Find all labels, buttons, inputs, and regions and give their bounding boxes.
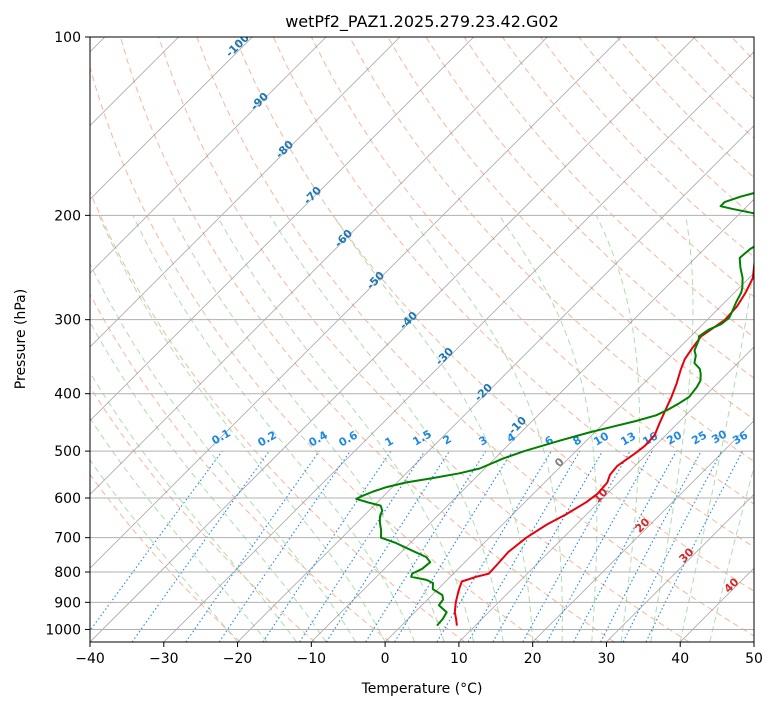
y-tick-label: 900 [54, 595, 81, 611]
x-tick-label: −30 [149, 651, 179, 667]
mixing-ratio-line [546, 450, 653, 642]
dry-adiabat-line [90, 65, 540, 642]
y-tick-label: 700 [54, 531, 81, 547]
isotherm-line [90, 37, 622, 569]
x-tick-label: 30 [598, 651, 616, 667]
moist-adiabat-line [98, 215, 386, 642]
mixing-ratio-line [131, 450, 270, 642]
series-layer [355, 192, 754, 627]
mixing-ratio-line [522, 450, 631, 642]
moist-adiabat-line [595, 215, 640, 642]
x-tick-label: 10 [450, 651, 468, 667]
x-tick-label: 50 [745, 651, 763, 667]
isotherm-line [90, 37, 401, 348]
y-tick-label: 800 [54, 565, 81, 581]
x-tick-label: 40 [671, 651, 689, 667]
dry-adiabat-line [272, 37, 754, 548]
y-tick-label: 1000 [45, 622, 81, 638]
y-tick-label: 300 [54, 313, 81, 329]
moist-adiabat-line [90, 417, 268, 642]
dry-adiabat-line [90, 293, 391, 642]
y-axis-label: Pressure (hPa) [13, 289, 29, 389]
moist-adiabat-line [90, 459, 238, 642]
isotherm-line [532, 420, 754, 642]
y-tick-label: 400 [54, 387, 81, 403]
chart-title: wetPf2_PAZ1.2025.279.23.42.G02 [285, 12, 559, 32]
isotherm-line [90, 37, 327, 274]
dry-adiabat-line [349, 37, 754, 463]
isotherm-line [90, 37, 474, 422]
isotherm-line [90, 37, 696, 642]
x-axis-label: Temperature (°C) [361, 681, 483, 697]
isotherm-line [90, 37, 253, 200]
moist-adiabat-line [408, 215, 563, 642]
x-tick-label: 20 [524, 651, 542, 667]
x-axis-ticks: −40 −30 −20 −10 0 10 20 30 40 50 [75, 642, 763, 667]
moist-adiabat-line [650, 215, 694, 642]
mixing-ratio-line [90, 450, 223, 632]
mixing-ratio-line [299, 450, 426, 642]
isotherm-line [163, 51, 754, 642]
isotherm-line [384, 272, 754, 642]
plot-frame [89, 36, 755, 643]
y-tick-label: 600 [54, 491, 81, 507]
x-tick-label: −20 [223, 651, 253, 667]
dry-adiabat-line [310, 37, 754, 505]
mixing-ratio-line [218, 450, 351, 642]
moist-adiabat-line [216, 215, 475, 642]
dry-adiabat-line [463, 37, 754, 338]
isotherm-line [606, 493, 754, 642]
mixing-ratio-line [394, 450, 513, 642]
mixing-ratio-line [185, 450, 320, 642]
dewpoint-line [355, 192, 754, 627]
pressure-gridlines [90, 37, 754, 630]
dry-adiabat-line [120, 37, 615, 642]
dry-adiabat-line [90, 473, 241, 642]
mixing-ratio-line [325, 450, 450, 642]
moist-adiabat-line [90, 371, 297, 642]
dry-adiabat-line [158, 37, 690, 642]
isotherm-line [458, 346, 754, 642]
x-tick-label: −40 [75, 651, 105, 667]
moist-adiabat-line [171, 215, 445, 642]
moist-adiabat-line [90, 262, 357, 642]
moist-adiabat-line [679, 259, 754, 642]
mixing-ratio-line [573, 450, 677, 642]
dry-adiabat-line [90, 190, 466, 642]
isotherm-line [237, 125, 754, 642]
isotherm-line [90, 37, 548, 495]
moist-adiabat-line [132, 215, 416, 642]
y-axis-ticks: 100 200 300 400 500 600 700 800 900 1000 [45, 30, 90, 638]
dry-adiabat-line [90, 386, 316, 642]
isotherm-line [311, 198, 754, 642]
y-tick-label: 100 [54, 30, 81, 46]
moist-adiabat-line [90, 321, 327, 642]
temperature-line [453, 260, 754, 626]
background-lines [90, 37, 754, 642]
x-tick-label: 0 [381, 651, 390, 667]
y-tick-label: 200 [54, 208, 81, 224]
mixing-ratio-line [645, 450, 743, 642]
dry-adiabat-line [387, 37, 754, 421]
mixing-ratio-line [262, 450, 392, 642]
x-tick-label: −10 [297, 651, 327, 667]
moist-adiabat-line [332, 215, 534, 642]
y-tick-label: 500 [54, 444, 81, 460]
dry-adiabat-line [425, 37, 754, 379]
moist-adiabat-line [269, 215, 504, 642]
